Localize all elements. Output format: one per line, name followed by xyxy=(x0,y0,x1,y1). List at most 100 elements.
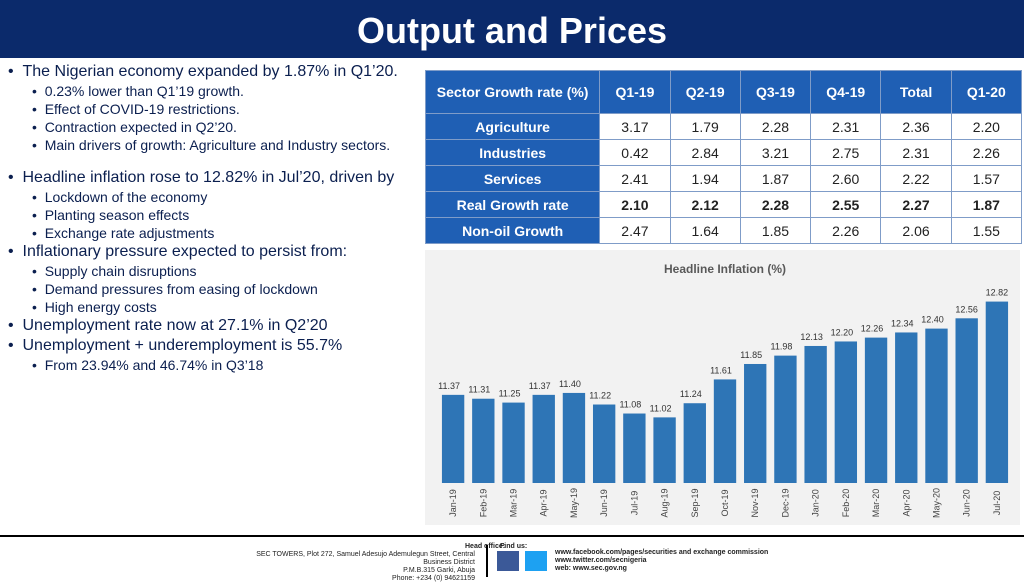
value-label: 12.40 xyxy=(921,315,944,325)
x-tick-label: Jun-20 xyxy=(962,489,972,517)
title-band xyxy=(0,0,1024,58)
x-tick-label: Apr-19 xyxy=(539,489,549,516)
header-cell: Q4-19 xyxy=(810,70,882,114)
bar xyxy=(925,328,948,483)
chart-title: Headline Inflation (%) xyxy=(664,262,786,276)
bar xyxy=(441,394,465,483)
facebook-icon[interactable] xyxy=(497,551,519,571)
header-cell: Q3-19 xyxy=(739,70,812,114)
bullet-text: The Nigerian economy expanded by 1.87% i… xyxy=(22,63,398,80)
value-label: 11.37 xyxy=(438,381,460,391)
bar xyxy=(774,355,797,483)
sub-bullet-text: Contraction expected in Q2’20. xyxy=(44,119,237,135)
table-cell: 2.28 xyxy=(739,191,812,218)
value-label: 12.26 xyxy=(861,324,884,334)
bar xyxy=(592,404,616,483)
link: web: www.sec.gov.ng xyxy=(555,565,627,572)
value-label: 11.22 xyxy=(589,391,611,401)
value-label: 11.08 xyxy=(619,400,641,410)
value-label: 12.20 xyxy=(831,327,854,337)
sub-bullet: • Contraction expected in Q2’20. xyxy=(32,119,237,135)
bar xyxy=(623,413,646,483)
x-tick-label: Oct-19 xyxy=(720,489,730,516)
bullet: • The Nigerian economy expanded by 1.87%… xyxy=(8,63,398,80)
address-line: Business District xyxy=(423,559,475,566)
x-tick-label: May-20 xyxy=(931,488,941,518)
table-cell: 1.87 xyxy=(739,165,812,192)
table-cell: 1.55 xyxy=(950,217,1023,244)
value-label: 11.37 xyxy=(529,381,551,391)
table-cell: 2.55 xyxy=(810,191,882,218)
table-cell: 1.79 xyxy=(669,113,741,140)
x-tick-label: Aug-19 xyxy=(660,488,670,517)
bar xyxy=(713,379,737,483)
value-label: 11.61 xyxy=(710,365,732,375)
sub-bullet: • Effect of COVID-19 restrictions. xyxy=(32,101,240,117)
bar xyxy=(834,341,858,483)
x-tick-label: Sep-19 xyxy=(690,488,700,517)
bullet-list: • The Nigerian economy expanded by 1.87%… xyxy=(8,62,418,374)
links: www.facebook.com/pages/securities and ex… xyxy=(555,549,768,573)
sub-bullet-text: From 23.94% and 46.74% in Q3’18 xyxy=(44,357,264,373)
office-label: Head office: xyxy=(465,543,506,550)
header-cell: Q2-19 xyxy=(669,70,741,114)
x-tick-label: Dec-19 xyxy=(780,488,790,517)
table-cell: 2.31 xyxy=(880,139,952,166)
row-header: Industries xyxy=(424,139,601,166)
header-cell: Q1-20 xyxy=(950,70,1023,114)
table-cell: 2.47 xyxy=(599,217,671,244)
sub-bullet: • Planting season effects xyxy=(32,207,190,223)
find-label: Find us: xyxy=(500,543,528,550)
value-label: 11.85 xyxy=(740,350,762,360)
sub-bullet-text: Main drivers of growth: Agriculture and … xyxy=(44,137,391,153)
value-label: 11.25 xyxy=(499,389,521,399)
bar xyxy=(985,301,1009,483)
table-cell: 1.85 xyxy=(739,217,812,244)
bar xyxy=(864,337,888,483)
x-tick-label: May-19 xyxy=(569,488,579,518)
table-cell: 2.26 xyxy=(810,217,882,244)
sub-bullet-text: Lockdown of the economy xyxy=(44,189,208,205)
x-tick-label: Nov-19 xyxy=(750,488,760,517)
table-cell: 2.75 xyxy=(810,139,882,166)
table-cell: 1.87 xyxy=(950,191,1023,218)
table-cell: 2.41 xyxy=(599,165,671,192)
x-tick-label: Jul-20 xyxy=(992,491,1002,516)
twitter-icon[interactable] xyxy=(525,551,547,571)
slide-title: Output and Prices xyxy=(356,10,668,51)
x-tick-label: Feb-19 xyxy=(478,489,488,518)
table-row: Non-oil Growth 2.47 1.64 1.85 2.26 2.06 1.55 xyxy=(424,217,1023,244)
x-tick-label: Jul-19 xyxy=(629,491,639,516)
bullet: • Headline inflation rose to 12.82% in J… xyxy=(8,169,395,186)
sub-bullet: • Supply chain disruptions xyxy=(32,263,197,279)
sub-bullet-text: Exchange rate adjustments xyxy=(44,225,215,241)
address: SEC TOWERS, Plot 272, Samuel Adesujo Ade… xyxy=(230,551,475,583)
value-label: 12.82 xyxy=(986,288,1009,298)
bullet-text: Unemployment + underemployment is 55.7% xyxy=(22,337,343,354)
header-row: Sector Growth rate (%) Q1-19 Q2-19 Q3-19 Q4-… xyxy=(424,70,1023,114)
header-cell: Sector Growth rate (%) xyxy=(424,70,601,114)
sub-bullet-text: Demand pressures from easing of lockdown xyxy=(44,281,318,297)
table-cell: 2.12 xyxy=(669,191,741,218)
table-cell: 1.57 xyxy=(950,165,1023,192)
value-label: 12.56 xyxy=(955,304,978,314)
x-tick-label: Apr-20 xyxy=(901,489,911,516)
row-header: Real Growth rate xyxy=(424,191,601,218)
value-label: 11.40 xyxy=(559,379,581,389)
table-row: Industries 0.42 2.84 3.21 2.75 2.31 2.26 xyxy=(424,139,1023,166)
x-tick-label: Mar-20 xyxy=(871,489,881,518)
footer: Head office: SEC TOWERS, Plot 272, Samue… xyxy=(0,535,1024,582)
x-tick-label: Mar-19 xyxy=(509,489,519,518)
bullet-text: Inflationary pressure expected to persis… xyxy=(22,243,348,260)
x-tick-label: Jun-19 xyxy=(599,489,609,517)
table-cell: 1.94 xyxy=(669,165,741,192)
x-tick-label: Jan-19 xyxy=(448,489,458,517)
bar xyxy=(532,394,555,483)
sub-bullet: • 0.23% lower than Q1’19 growth. xyxy=(32,83,244,99)
bar xyxy=(955,318,978,483)
bar xyxy=(562,392,586,483)
sub-bullet-text: Supply chain disruptions xyxy=(44,263,197,279)
bar xyxy=(653,417,676,483)
row-header: Services xyxy=(424,165,601,192)
